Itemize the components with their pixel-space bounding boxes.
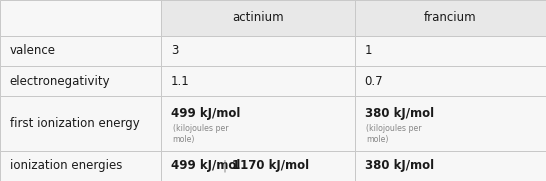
Bar (0, 96, 161, 151)
Bar (355, 66, 546, 96)
Bar (0, 0, 161, 36)
Text: 499 kJ/mol: 499 kJ/mol (171, 107, 240, 120)
Text: francium: francium (424, 11, 477, 24)
Text: 1.1: 1.1 (171, 75, 189, 88)
Bar (355, 96, 546, 151)
Text: (kilojoules per
mole): (kilojoules per mole) (366, 124, 422, 144)
Text: first ionization energy: first ionization energy (10, 117, 140, 130)
Text: 380 kJ/mol: 380 kJ/mol (365, 107, 434, 120)
Text: actinium: actinium (232, 11, 284, 24)
Text: 499 kJ/mol: 499 kJ/mol (171, 159, 240, 172)
Bar (161, 151, 355, 181)
Bar (161, 66, 355, 96)
Bar (0, 66, 161, 96)
Text: 380 kJ/mol: 380 kJ/mol (365, 159, 434, 172)
Bar (355, 36, 546, 66)
Bar (161, 0, 355, 36)
Text: (kilojoules per
mole): (kilojoules per mole) (173, 124, 228, 144)
Text: electronegativity: electronegativity (10, 75, 110, 88)
Text: 0.7: 0.7 (365, 75, 383, 88)
Text: 3: 3 (171, 44, 179, 57)
Text: 1: 1 (365, 44, 372, 57)
Text: 1170 kJ/mol: 1170 kJ/mol (232, 159, 309, 172)
Text: ionization energies: ionization energies (10, 159, 122, 172)
Text: |: | (222, 159, 227, 172)
Bar (0, 36, 161, 66)
Bar (161, 96, 355, 151)
Bar (355, 0, 546, 36)
Text: valence: valence (10, 44, 56, 57)
Bar (0, 151, 161, 181)
Bar (355, 151, 546, 181)
Bar (161, 36, 355, 66)
